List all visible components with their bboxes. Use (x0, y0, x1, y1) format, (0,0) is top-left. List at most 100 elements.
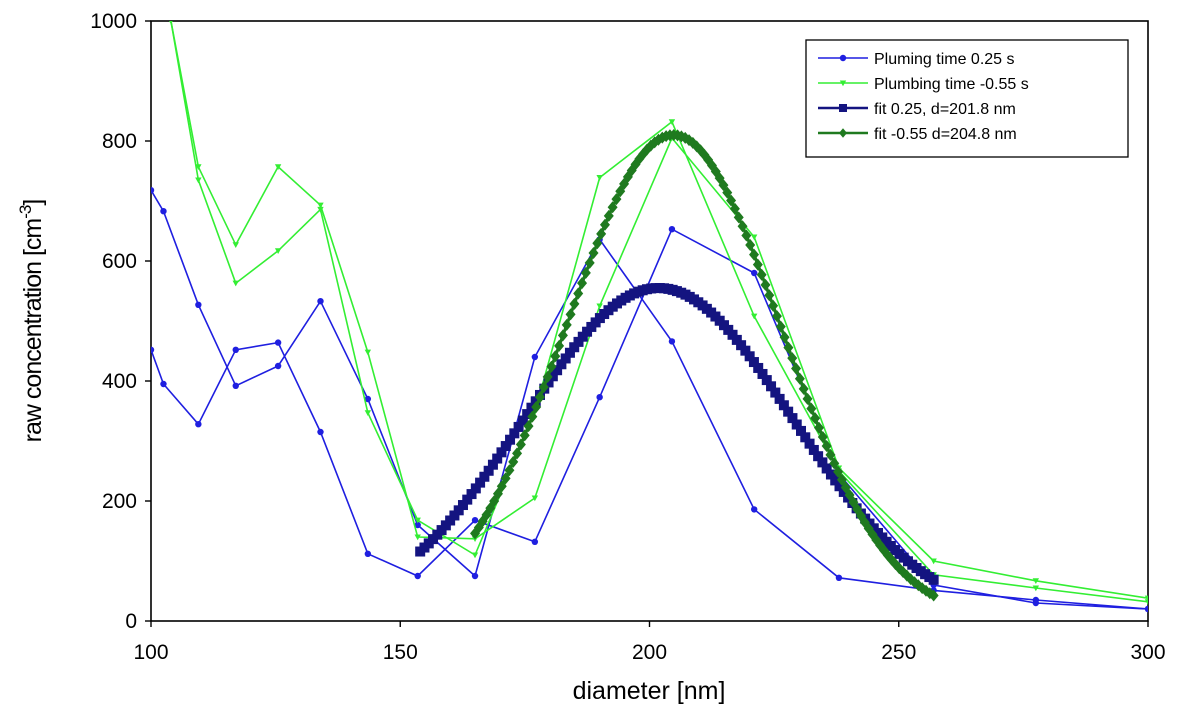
fit-marker (487, 459, 498, 470)
fit-marker (726, 194, 737, 207)
fit-marker (599, 218, 610, 231)
fit-marker (523, 420, 534, 433)
fit-marker (741, 229, 752, 242)
fit-marker (775, 320, 786, 333)
data-point (414, 521, 421, 529)
series-line (170, 21, 1148, 603)
fit-marker (560, 353, 571, 364)
fit-marker (787, 413, 798, 424)
fit-marker (834, 481, 845, 492)
fit-marker (749, 248, 760, 261)
fit-marker (504, 464, 515, 477)
fit-marker (466, 489, 477, 500)
fit-marker (757, 368, 768, 379)
x-tick-label: 300 (1130, 641, 1165, 664)
y-tick-label: 600 (102, 250, 137, 273)
fit-marker (542, 370, 553, 383)
y-tick-label: 400 (102, 370, 137, 393)
fit-marker (580, 266, 591, 279)
fit-marker (479, 471, 490, 482)
data-point (364, 395, 372, 403)
data-point (531, 353, 539, 361)
fit-marker (830, 475, 841, 486)
fit-marker (534, 391, 545, 404)
fit-marker (483, 465, 494, 476)
fit-marker (791, 419, 802, 430)
fit-marker (838, 486, 849, 497)
fit-marker (588, 246, 599, 259)
fit-marker (573, 336, 584, 347)
fit-marker (543, 377, 554, 388)
data-point (1144, 599, 1148, 605)
legend-item: fit 0.25, d=201.8 nm (818, 101, 1016, 118)
fit-marker (526, 402, 537, 413)
fit-marker (517, 415, 528, 426)
fit-marker (744, 351, 755, 362)
fit-marker (760, 278, 771, 291)
data-point (317, 298, 324, 305)
data-point (414, 534, 421, 541)
data-point (169, 21, 173, 25)
fit-marker (522, 409, 533, 420)
y-tick-label: 800 (102, 130, 137, 153)
fit-marker (722, 186, 733, 199)
fit-marker (492, 487, 503, 500)
data-point (414, 572, 421, 580)
data-point (1032, 585, 1040, 592)
legend-box (805, 39, 1129, 158)
y-axis-title-end: ] (19, 200, 47, 206)
data-point (750, 234, 758, 241)
data-point (232, 242, 239, 248)
fit-marker (766, 381, 777, 392)
fit-marker (449, 510, 460, 521)
data-point (750, 269, 758, 277)
data-point (471, 517, 479, 524)
fit-marker (561, 318, 572, 331)
data-point (414, 517, 421, 524)
fit-marker (462, 494, 473, 505)
series-line (170, 21, 1148, 599)
data-point (596, 303, 603, 310)
fit-marker (592, 237, 603, 250)
fit-marker (538, 381, 549, 394)
legend-label: fit 0.25, d=201.8 nm (874, 101, 1016, 118)
fit-marker (791, 362, 802, 375)
fit-marker (829, 457, 840, 470)
fit-marker (500, 472, 511, 485)
fit-marker (519, 429, 530, 442)
axes: 100 150 200 250 300 0 200 400 600 800 1000 (90, 10, 1165, 664)
data-point (596, 394, 603, 401)
data-point (317, 206, 324, 213)
fit-marker (821, 463, 832, 474)
fit-marker (808, 444, 819, 455)
legend-label: Pluming time 0.25 s (874, 51, 1015, 68)
fit-marker (768, 299, 779, 312)
data-point (1144, 605, 1148, 613)
legend-label: fit -0.55 d=204.8 nm (874, 126, 1017, 143)
fit-marker (550, 350, 561, 363)
fit-marker (804, 438, 815, 449)
fit-marker (500, 441, 511, 452)
fit-marker (569, 297, 580, 310)
fit-marker (798, 382, 809, 395)
data-point (160, 208, 167, 215)
y-tick-label: 0 (125, 610, 137, 633)
fit-marker (573, 287, 584, 300)
x-tick-label: 250 (881, 641, 916, 664)
fit-marker (492, 453, 503, 464)
fit-marker (733, 211, 744, 224)
x-axis-title: diameter [nm] (573, 677, 726, 705)
data-point (274, 362, 282, 370)
fit-marker (512, 447, 523, 460)
data-point (750, 506, 758, 513)
data-point (750, 313, 758, 320)
fit-series (415, 283, 939, 585)
data-point (151, 187, 155, 194)
data-point (531, 495, 539, 502)
data-point (274, 339, 282, 346)
fit-marker (607, 201, 618, 214)
y-tick-label: 1000 (90, 10, 137, 33)
legend-item: Pluming time 0.25 s (818, 51, 1015, 68)
fit-marker (557, 329, 568, 342)
fit-marker (748, 357, 759, 368)
